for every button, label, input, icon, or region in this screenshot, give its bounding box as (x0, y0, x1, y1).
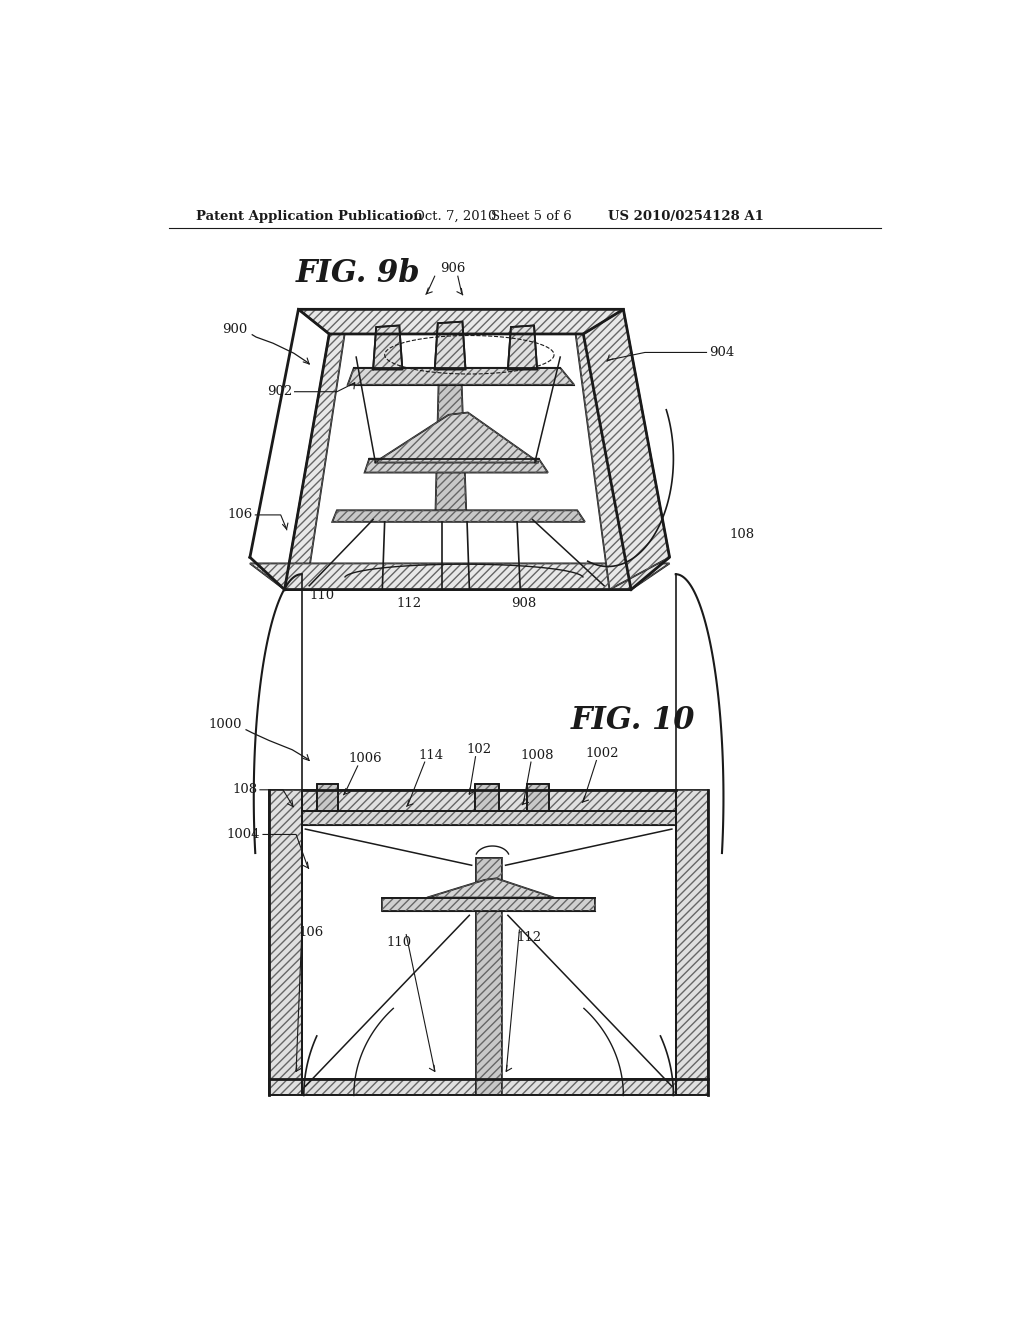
Polygon shape (269, 1078, 708, 1096)
Text: 110: 110 (309, 589, 334, 602)
Text: 108: 108 (730, 528, 755, 541)
Text: 112: 112 (396, 597, 422, 610)
Polygon shape (475, 858, 502, 1096)
Polygon shape (298, 309, 624, 334)
Text: 106: 106 (227, 508, 252, 521)
Polygon shape (301, 812, 676, 825)
Polygon shape (365, 459, 548, 473)
Text: 902: 902 (267, 385, 292, 399)
Polygon shape (382, 898, 595, 911)
Polygon shape (375, 412, 539, 462)
Text: 904: 904 (710, 346, 735, 359)
Text: FIG. 9b: FIG. 9b (296, 259, 421, 289)
Polygon shape (575, 309, 670, 590)
Polygon shape (348, 368, 574, 385)
Text: FIG. 10: FIG. 10 (571, 705, 695, 737)
Text: 102: 102 (466, 743, 492, 756)
Text: 114: 114 (418, 748, 443, 762)
Text: 110: 110 (386, 936, 411, 949)
Text: 108: 108 (232, 783, 258, 796)
Text: Sheet 5 of 6: Sheet 5 of 6 (490, 210, 571, 223)
Text: 906: 906 (439, 261, 465, 275)
Text: US 2010/0254128 A1: US 2010/0254128 A1 (608, 210, 764, 223)
Text: 106: 106 (299, 925, 325, 939)
Polygon shape (250, 564, 670, 590)
Polygon shape (435, 385, 466, 512)
Polygon shape (435, 322, 466, 370)
Polygon shape (676, 789, 708, 1096)
Text: 1004: 1004 (226, 828, 260, 841)
Text: Oct. 7, 2010: Oct. 7, 2010 (414, 210, 497, 223)
Polygon shape (527, 784, 549, 812)
Text: 908: 908 (511, 597, 536, 610)
Polygon shape (301, 789, 676, 812)
Text: 1006: 1006 (348, 752, 382, 766)
Text: 1008: 1008 (520, 748, 554, 762)
Polygon shape (285, 334, 345, 590)
Polygon shape (333, 511, 585, 521)
Text: 1000: 1000 (209, 718, 243, 731)
Text: Patent Application Publication: Patent Application Publication (196, 210, 423, 223)
Polygon shape (508, 326, 538, 370)
Polygon shape (316, 784, 339, 812)
Polygon shape (475, 784, 500, 812)
Polygon shape (373, 326, 402, 370)
Polygon shape (269, 789, 301, 1096)
Text: 112: 112 (517, 931, 542, 944)
Text: 1002: 1002 (585, 747, 618, 760)
Polygon shape (427, 878, 554, 898)
Text: 900: 900 (222, 323, 248, 335)
